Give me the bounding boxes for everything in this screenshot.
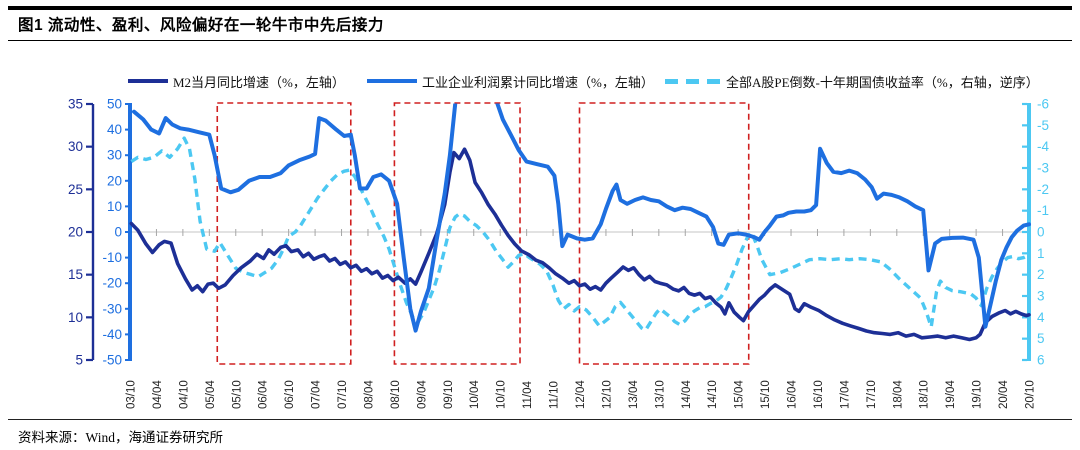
profit-axis-label: -30	[102, 301, 122, 316]
pe-axis-label: -4	[1037, 139, 1049, 154]
footer-divider	[8, 419, 1072, 420]
profit-axis-label: 50	[107, 97, 122, 112]
x-axis-label: 06/10	[284, 380, 296, 409]
x-axis-label: 05/04	[205, 380, 217, 409]
x-axis-label: 16/04	[787, 380, 799, 409]
legend-item-m2: M2当月同比增速（%，左轴）	[128, 72, 345, 90]
x-axis-label: 17/10	[866, 380, 878, 409]
profit-axis-label: -40	[102, 327, 122, 342]
x-axis-label: 08/04	[363, 380, 375, 409]
bull-market-box	[393, 102, 521, 365]
x-axis-label: 15/04	[734, 380, 746, 409]
x-axis-label: 05/10	[231, 380, 243, 409]
legend-label: 工业企业利润累计同比增速（%，左轴）	[422, 74, 654, 90]
x-axis-label: 20/04	[998, 380, 1010, 409]
x-axis-label: 19/10	[972, 380, 984, 409]
source-note: 资料来源：Wind，海通证券研究所	[18, 430, 223, 445]
profit-axis-label: 40	[107, 122, 122, 137]
pe-axis-label: 3	[1037, 289, 1045, 304]
top-rule	[8, 6, 1072, 10]
x-axis-label: 19/04	[945, 380, 957, 409]
x-axis-label: 09/04	[416, 380, 428, 409]
pe-axis-label: 4	[1037, 310, 1045, 325]
bull-market-box	[578, 102, 750, 365]
m2-axis-label: 35	[68, 97, 83, 112]
x-axis-label: 16/10	[813, 380, 825, 409]
x-axis-label: 10/10	[496, 380, 508, 409]
legend-label: 全部A股PE倒数-十年期国债收益率（%，右轴，逆序）	[726, 74, 1039, 90]
profit-axis-label: 10	[107, 199, 122, 214]
profit-series-line	[132, 103, 1031, 333]
x-axis-label: 11/04	[522, 380, 534, 409]
x-axis-label: 04/04	[152, 380, 164, 409]
m2-axis-label: 15	[68, 267, 83, 282]
pe-axis-label: 2	[1037, 267, 1045, 282]
pe-axis-label: 1	[1037, 246, 1045, 261]
x-axis-label: 06/04	[258, 380, 270, 409]
x-axis-label: 04/10	[178, 380, 190, 409]
pe-axis-label: 0	[1037, 225, 1045, 240]
x-axis-label: 17/04	[839, 380, 851, 409]
x-axis-label: 15/10	[760, 380, 772, 409]
profit-axis-label: 30	[107, 148, 122, 163]
pe-axis-label: -3	[1037, 161, 1049, 176]
profit-axis-label: -20	[102, 276, 122, 291]
legend-item-pe: 全部A股PE倒数-十年期国债收益率（%，右轴，逆序）	[665, 72, 1039, 90]
pe-axis-label: 5	[1037, 331, 1045, 346]
profit-axis-label: -10	[102, 250, 122, 265]
x-axis-label: 10/04	[469, 380, 481, 409]
pe-series-line	[130, 136, 1029, 332]
x-axis-label: 14/04	[681, 380, 693, 409]
x-axis-label: 14/10	[707, 380, 719, 409]
profit-axis-label: -50	[102, 353, 122, 368]
pe-axis-label: -2	[1037, 182, 1049, 197]
title-divider	[8, 40, 1072, 42]
x-axis-label: 03/10	[126, 380, 138, 409]
x-axis-label: 07/04	[311, 380, 323, 409]
x-axis-label: 07/10	[337, 380, 349, 409]
x-axis-label: 08/10	[390, 380, 402, 409]
pe-dashed-swatch	[665, 78, 721, 84]
pe-axis-label: 6	[1037, 353, 1045, 368]
x-axis-label: 18/10	[919, 380, 931, 409]
m2-axis-label: 20	[68, 225, 83, 240]
x-axis-label: 13/10	[654, 380, 666, 409]
m2-line-swatch	[128, 78, 168, 84]
pe-axis-label: -5	[1037, 118, 1049, 133]
x-axis-label: 09/10	[443, 380, 455, 409]
x-axis-label: 18/04	[892, 380, 904, 409]
m2-axis-label: 25	[68, 182, 83, 197]
profit-line-swatch	[367, 78, 417, 84]
m2-axis-label: 30	[68, 139, 83, 154]
legend-item-profit: 工业企业利润累计同比增速（%，左轴）	[367, 72, 654, 90]
figure-title: 图1 流动性、盈利、风险偏好在一轮牛市中先后接力	[18, 17, 384, 34]
x-axis-label: 12/10	[601, 380, 613, 409]
x-axis-label: 20/10	[1025, 380, 1037, 409]
m2-series-line	[129, 147, 1031, 342]
m2-axis-label: 10	[68, 310, 83, 325]
x-axis-label: 13/04	[628, 380, 640, 409]
x-axis-label: 12/04	[575, 380, 587, 409]
x-axis-label: 11/10	[549, 381, 561, 409]
m2-axis-label: 5	[75, 353, 83, 368]
profit-axis-label: 0	[114, 225, 122, 240]
profit-axis-label: 20	[107, 173, 122, 188]
pe-axis-label: -1	[1037, 203, 1049, 218]
bull-market-box	[216, 102, 352, 365]
legend-label: M2当月同比增速（%，左轴）	[173, 74, 345, 90]
pe-axis-label: -6	[1037, 97, 1049, 112]
